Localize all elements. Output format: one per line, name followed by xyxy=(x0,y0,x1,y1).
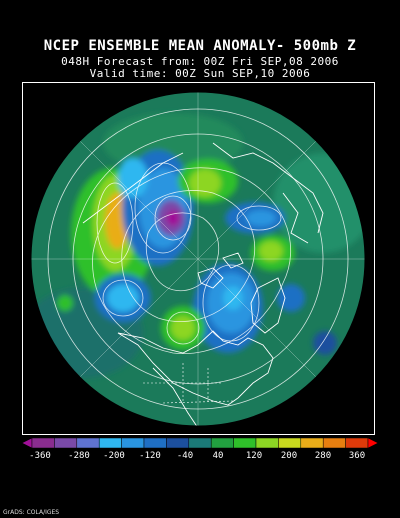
colorbar-swatch xyxy=(278,437,302,449)
map-frame xyxy=(22,82,375,435)
colorbar-tick-label: 40 xyxy=(212,451,224,461)
anomaly-map xyxy=(30,91,366,427)
colorbar-swatch xyxy=(143,437,167,449)
colorbar-swatch xyxy=(121,437,145,449)
colorbar-tick-label: 120 xyxy=(245,451,263,461)
colorbar-swatch xyxy=(166,437,190,449)
map-edge xyxy=(30,91,366,427)
colorbar-tick-label: -200 xyxy=(103,451,125,461)
colorbar-swatch xyxy=(345,437,369,449)
colorbar-tick-label: 360 xyxy=(348,451,366,461)
colorbar xyxy=(22,437,378,449)
colorbar-swatch xyxy=(210,437,234,449)
colorbar-swatch xyxy=(233,437,257,449)
map-title: NCEP ENSEMBLE MEAN ANOMALY- 500mb Z xyxy=(43,38,357,54)
colorbar-tick-label: 280 xyxy=(314,451,332,461)
colorbar-tick-label: 200 xyxy=(280,451,298,461)
colorbar-swatch xyxy=(255,437,279,449)
forecast-line: 048H Forecast from: 00Z Fri SEP,08 2006 xyxy=(61,55,339,68)
colorbar-swatch xyxy=(188,437,212,449)
colorbar-swatch xyxy=(322,437,346,449)
continent-outlines xyxy=(31,92,365,426)
colorbar-tick-label: -280 xyxy=(68,451,90,461)
colorbar-tick-label: -40 xyxy=(176,451,194,461)
colorbar-arrow-right xyxy=(367,437,378,449)
credit: GrADS: COLA/IGES xyxy=(3,509,60,516)
colorbar-arrow-left xyxy=(22,437,33,449)
colorbar-swatch xyxy=(31,437,55,449)
colorbar-tick-label: -120 xyxy=(139,451,161,461)
colorbar-swatch xyxy=(98,437,122,449)
colorbar-tick-label: -360 xyxy=(29,451,51,461)
colorbar-swatch xyxy=(300,437,324,449)
colorbar-swatch xyxy=(76,437,100,449)
anomaly-shading xyxy=(31,113,365,378)
valid-time-line: Valid time: 00Z Sun SEP,10 2006 xyxy=(89,67,311,80)
colorbar-swatch xyxy=(54,437,78,449)
